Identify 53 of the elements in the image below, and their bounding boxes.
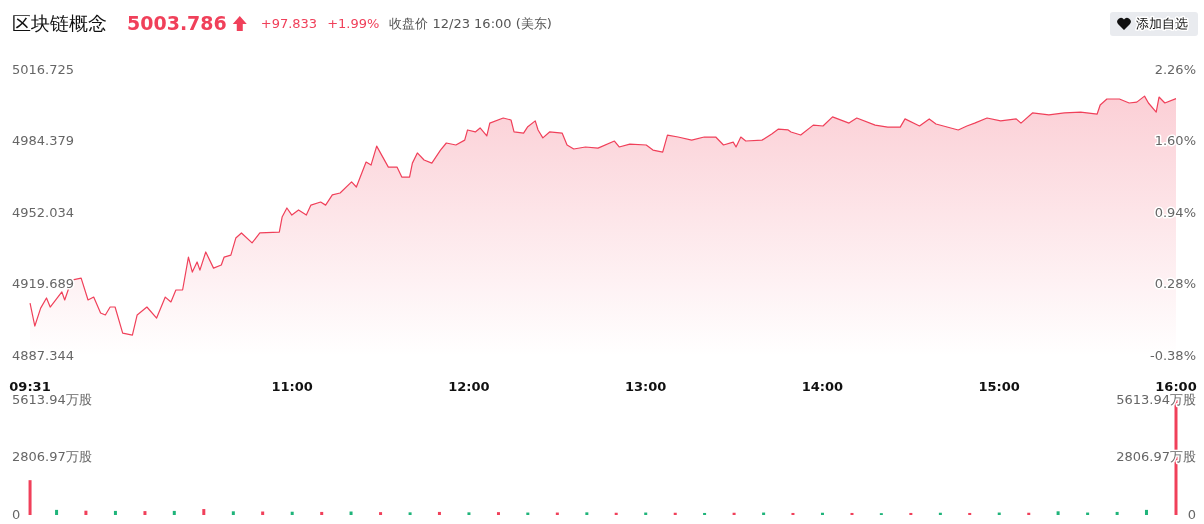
x-tick-label: 16:00: [1155, 378, 1197, 394]
y-tick-label: 5613.94万股: [12, 391, 92, 407]
y2-tick-label: 0.94%: [1154, 204, 1196, 220]
y2-tick-label: -0.38%: [1150, 347, 1196, 363]
text: 添加自选: [1136, 15, 1188, 31]
bar: [379, 512, 383, 515]
x-tick-label: 12:00: [448, 378, 490, 394]
bar: [320, 511, 324, 515]
bar: [467, 512, 471, 515]
y2-tick-label: 0.28%: [1154, 276, 1196, 291]
y2-tick-label: 0: [1187, 506, 1196, 522]
bar: [437, 511, 441, 515]
x-tick-label: 11:00: [271, 378, 313, 394]
y-tick-label: 2806.97万股: [12, 449, 92, 464]
y-tick-label: 0: [12, 506, 21, 522]
bar: [1144, 509, 1148, 515]
y2-tick-label: 1.60%: [1154, 133, 1196, 148]
bar: [261, 511, 265, 515]
text: +1.99%: [327, 15, 380, 31]
y2-tick-label: 5613.94万股: [1116, 391, 1196, 407]
y-tick-label: 4887.344: [12, 347, 75, 363]
text: 5003.786: [127, 11, 227, 34]
bar: [84, 510, 88, 515]
x-tick-label: 13:00: [625, 378, 667, 394]
x-tick-label: 15:00: [978, 378, 1020, 394]
text: 收盘价 12/23 16:00 (美东): [389, 15, 552, 31]
bar: [703, 512, 707, 515]
bar: [349, 511, 353, 515]
text: +97.833: [260, 15, 318, 31]
bar: [585, 512, 589, 515]
y-tick-label: 4952.034: [12, 204, 75, 220]
bar: [1115, 511, 1119, 515]
bar: [28, 480, 32, 515]
y2-tick-label: 2.26%: [1154, 61, 1196, 77]
bar: [290, 511, 294, 515]
bar: [791, 512, 795, 515]
chart-title: 区块链概念: [12, 11, 107, 34]
bar: [496, 512, 500, 515]
x-tick-label: 14:00: [801, 378, 844, 394]
bar: [113, 510, 117, 515]
bar: [231, 511, 235, 515]
bar: [408, 512, 412, 515]
bar: [1056, 511, 1060, 515]
bar: [850, 512, 854, 515]
bar: [172, 510, 176, 515]
y-tick-label: 5016.725: [12, 61, 75, 77]
bar: [909, 512, 913, 515]
bar: [55, 509, 59, 515]
bar: [968, 512, 972, 515]
x-tick-label: 09:31: [9, 378, 51, 394]
bar: [143, 511, 147, 515]
bar: [202, 509, 206, 515]
y-tick-label: 4984.379: [12, 133, 75, 148]
